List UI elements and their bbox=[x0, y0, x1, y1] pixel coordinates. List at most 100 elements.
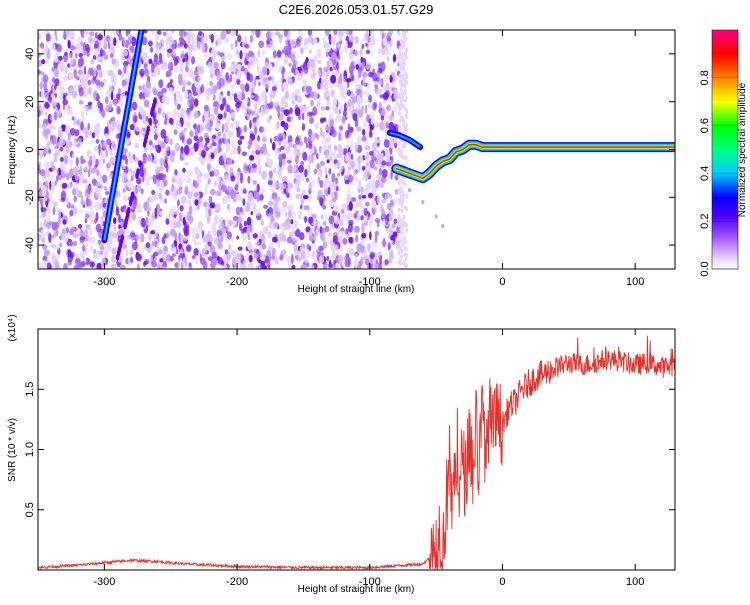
noise-speckle bbox=[196, 241, 202, 246]
noise-speckle bbox=[111, 120, 116, 127]
noise-speckle bbox=[69, 58, 75, 65]
noise-speckle bbox=[208, 208, 212, 216]
noise-speckle bbox=[282, 81, 289, 91]
noise-speckle bbox=[393, 218, 398, 224]
noise-speckle bbox=[60, 197, 66, 202]
noise-speckle bbox=[151, 30, 154, 35]
noise-speckle bbox=[301, 123, 306, 131]
noise-speckle bbox=[201, 150, 207, 159]
noise-speckle bbox=[310, 70, 314, 77]
noise-speckle bbox=[379, 254, 383, 265]
noise-speckle bbox=[276, 120, 280, 129]
noise-speckle bbox=[233, 146, 236, 154]
lower-trail-dot bbox=[434, 214, 438, 219]
noise-speckle bbox=[306, 243, 310, 250]
noise-speckle bbox=[205, 181, 209, 188]
noise-speckle bbox=[156, 262, 160, 269]
noise-speckle bbox=[180, 107, 184, 113]
noise-speckle bbox=[48, 192, 53, 201]
noise-speckle bbox=[139, 106, 144, 115]
noise-speckle bbox=[174, 55, 180, 64]
noise-speckle bbox=[338, 162, 344, 173]
noise-speckle bbox=[257, 81, 261, 87]
noise-speckle bbox=[322, 179, 328, 190]
noise-speckle bbox=[307, 193, 312, 203]
noise-speckle bbox=[38, 181, 43, 187]
noise-speckle bbox=[382, 84, 388, 92]
noise-speckle bbox=[262, 230, 267, 235]
noise-speckle bbox=[203, 201, 207, 207]
noise-speckle bbox=[261, 219, 264, 227]
noise-speckle bbox=[364, 98, 369, 104]
noise-speckle bbox=[70, 30, 76, 38]
noise-speckle bbox=[377, 47, 383, 55]
noise-speckle bbox=[291, 264, 296, 269]
noise-speckle bbox=[65, 125, 71, 134]
noise-speckle bbox=[38, 142, 41, 147]
noise-speckle bbox=[320, 83, 327, 88]
spectrogram-plot-area bbox=[38, 30, 675, 269]
noise-speckle bbox=[193, 98, 199, 107]
noise-speckle bbox=[175, 221, 181, 228]
noise-speckle bbox=[330, 126, 335, 136]
noise-speckle bbox=[241, 86, 245, 94]
noise-speckle bbox=[353, 77, 356, 86]
noise-speckle bbox=[316, 48, 322, 58]
noise-speckle bbox=[369, 38, 373, 48]
noise-speckle bbox=[209, 170, 215, 177]
noise-speckle bbox=[194, 255, 199, 265]
noise-speckle bbox=[183, 225, 188, 235]
noise-speckle bbox=[88, 159, 93, 167]
noise-speckle bbox=[328, 232, 332, 237]
noise-speckle bbox=[274, 256, 279, 266]
noise-speckle bbox=[95, 168, 100, 177]
noise-speckle bbox=[288, 62, 292, 67]
noise-speckle bbox=[231, 63, 237, 73]
noise-speckle bbox=[213, 61, 219, 69]
noise-speckle bbox=[389, 40, 393, 48]
noise-speckle bbox=[40, 229, 44, 236]
noise-speckle bbox=[392, 80, 395, 86]
noise-speckle bbox=[327, 124, 332, 134]
noise-speckle bbox=[381, 208, 386, 219]
noise-speckle bbox=[78, 87, 84, 97]
noise-speckle bbox=[179, 217, 183, 222]
noise-speckle bbox=[67, 132, 71, 141]
noise-speckle bbox=[199, 140, 204, 149]
noise-speckle bbox=[282, 134, 287, 141]
noise-speckle bbox=[356, 94, 361, 105]
noise-speckle bbox=[306, 111, 313, 117]
noise-speckle bbox=[99, 81, 105, 88]
noise-speckle bbox=[361, 104, 365, 112]
noise-speckle bbox=[67, 39, 71, 49]
noise-speckle bbox=[361, 232, 367, 239]
noise-speckle bbox=[162, 266, 166, 269]
noise-speckle bbox=[283, 45, 289, 55]
noise-speckle bbox=[201, 43, 206, 54]
noise-speckle bbox=[188, 214, 193, 224]
noise-speckle bbox=[287, 44, 292, 54]
noise-speckle bbox=[82, 41, 87, 52]
noise-speckle bbox=[140, 72, 144, 78]
noise-speckle bbox=[270, 183, 276, 193]
noise-speckle bbox=[278, 172, 283, 178]
noise-speckle bbox=[79, 57, 85, 67]
noise-speckle bbox=[173, 108, 177, 116]
noise-speckle bbox=[122, 188, 126, 193]
noise-speckle bbox=[358, 62, 362, 67]
noise-speckle bbox=[337, 30, 344, 38]
noise-speckle bbox=[62, 94, 66, 101]
noise-speckle bbox=[88, 234, 92, 243]
noise-speckle bbox=[223, 179, 226, 186]
x-tick-label: -300 bbox=[93, 276, 115, 288]
noise-speckle bbox=[70, 204, 75, 209]
noise-speckle bbox=[120, 100, 124, 108]
noise-speckle bbox=[177, 259, 181, 268]
noise-speckle bbox=[101, 264, 106, 269]
noise-speckle bbox=[87, 101, 93, 106]
noise-speckle bbox=[179, 130, 186, 137]
noise-speckle bbox=[224, 122, 228, 133]
noise-speckle bbox=[355, 83, 360, 90]
noise-speckle bbox=[357, 263, 361, 269]
noise-speckle bbox=[198, 136, 204, 143]
